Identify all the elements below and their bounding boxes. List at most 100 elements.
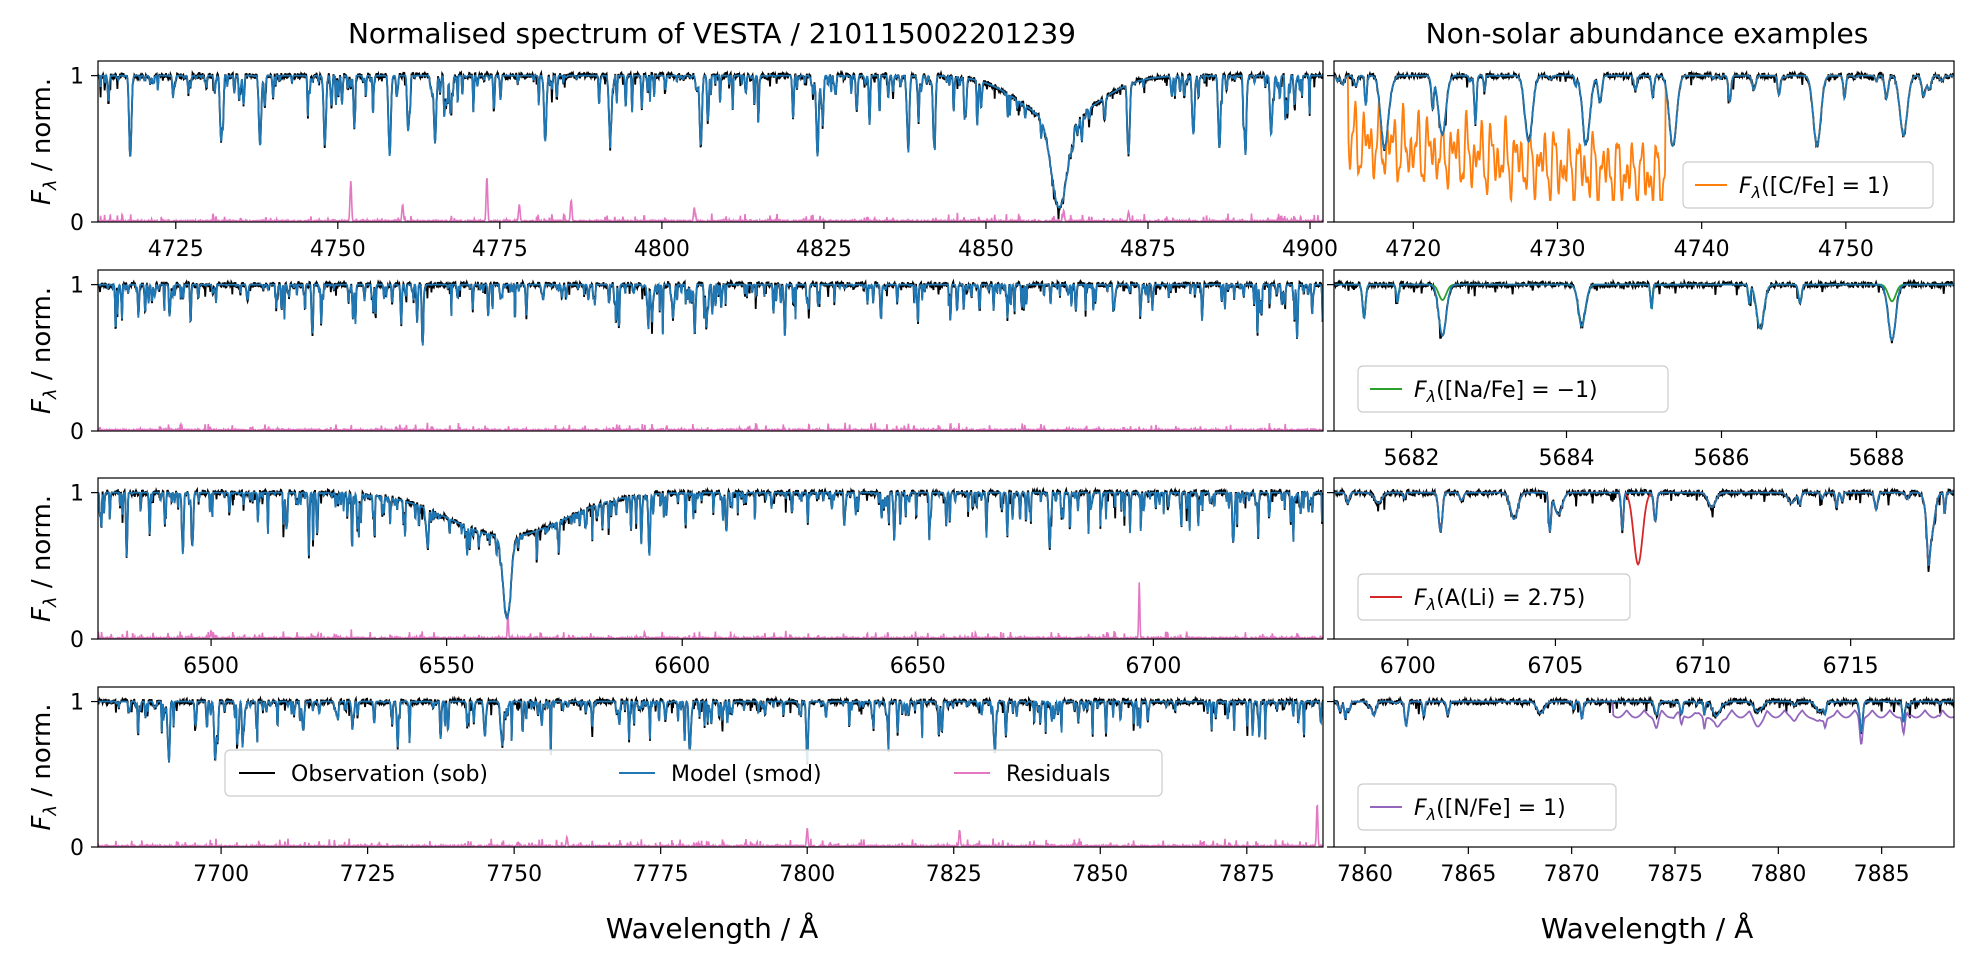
axes-frame — [1333, 60, 1955, 223]
plot-area — [1334, 486, 1954, 572]
x-tick-label: 6700 — [1380, 654, 1436, 679]
residuals-line — [98, 804, 1323, 847]
x-tick-label: 7875 — [1647, 862, 1703, 887]
observation-line — [1334, 69, 1954, 151]
panels: 4725 4750 4775 4800 4825 4850 4875 4900 0 1 Fλ / n… — [27, 60, 1955, 887]
legend-label: Fλ([N/Fe] = 1) — [1414, 796, 1566, 824]
residuals-line — [98, 582, 1323, 639]
model-line — [1334, 700, 1954, 733]
y-tick-label: 1 — [70, 274, 84, 299]
legend-box — [1357, 365, 1669, 413]
y-tick-label: 0 — [70, 836, 84, 861]
x-tick-label: 5682 — [1384, 446, 1440, 471]
x-tick-label: 4740 — [1674, 237, 1730, 262]
legend-label: Fλ([C/Fe] = 1) — [1739, 174, 1890, 202]
x-tick-label: 4775 — [472, 237, 528, 262]
panel-main-2: 5650570057505800585001Fλ / norm. — [27, 269, 1324, 445]
y-tick-label: 1 — [70, 691, 84, 716]
model-line — [98, 281, 1323, 346]
x-tick-label: 4725 — [148, 237, 204, 262]
x-tick-label: 7775 — [633, 862, 689, 887]
legend-box — [1682, 161, 1934, 209]
legend-label: Residuals — [1006, 762, 1110, 787]
legend-box — [224, 749, 1163, 797]
y-axis-label: Fλ / norm. — [27, 287, 61, 414]
x-tick-label: 6550 — [419, 654, 475, 679]
legend-label: Fλ(A(Li) = 2.75) — [1414, 586, 1585, 614]
plot-area — [98, 69, 1323, 222]
x-tick-label: 6600 — [654, 654, 710, 679]
y-tick-label: 0 — [70, 420, 84, 445]
model-line — [1334, 283, 1954, 342]
panel-main-3: 6500 6550 6600 6650 6700 0 1 Fλ / norm. — [27, 477, 1324, 679]
x-tick-label: 7885 — [1854, 862, 1910, 887]
y-axis-label: Fλ / norm. — [27, 495, 61, 622]
sodium-line — [1334, 283, 1954, 330]
x-tick-label: 5688 — [1849, 446, 1905, 471]
nitrogen-line — [1334, 700, 1954, 745]
y-tick-label: 1 — [70, 482, 84, 507]
axes-frame — [97, 269, 1324, 432]
plot-area — [98, 278, 1323, 431]
x-tick-label: 4850 — [958, 237, 1014, 262]
x-tick-label: 7860 — [1337, 862, 1393, 887]
x-tick-label: 5686 — [1694, 446, 1750, 471]
y-tick-label: 0 — [70, 628, 84, 653]
panel-main-1: 4725 4750 4775 4800 4825 4850 4875 4900 0 1 Fλ / n… — [27, 60, 1338, 262]
legend-label: Observation (sob) — [291, 762, 488, 787]
x-tick-label: 4730 — [1529, 237, 1585, 262]
y-axis-label: Fλ / norm. — [27, 78, 61, 205]
x-tick-label: 4825 — [796, 237, 852, 262]
residuals-line — [98, 178, 1323, 222]
model-line — [1334, 74, 1954, 151]
x-tick-label: 5684 — [1539, 446, 1595, 471]
axes-frame — [97, 686, 1324, 848]
legend-carbon: Fλ([C/Fe] = 1) — [1682, 161, 1934, 209]
x-tick-label: 7725 — [340, 862, 396, 887]
x-tick-label: 6700 — [1125, 654, 1181, 679]
panel-side-4: 7860 7865 7870 7875 7880 7885 Fλ([N/Fe] = 1) — [1327, 686, 1955, 887]
plot-area — [98, 486, 1323, 639]
plot-area — [1334, 278, 1954, 344]
axes-frame — [1333, 686, 1955, 848]
x-tick-label: 4900 — [1282, 237, 1338, 262]
panel-side-1: 4720 4730 4740 4750 Fλ([C/Fe] = 1) — [1327, 60, 1955, 262]
x-tick-label: 7800 — [779, 862, 835, 887]
residuals-line — [98, 421, 1323, 431]
title-right: Non-solar abundance examples — [1426, 17, 1869, 50]
plot-area — [1334, 695, 1954, 745]
x-tick-label: 7870 — [1544, 862, 1600, 887]
y-tick-label: 0 — [70, 211, 84, 236]
x-tick-label: 6705 — [1527, 654, 1583, 679]
x-tick-label: 6650 — [890, 654, 946, 679]
legend-box — [1357, 783, 1617, 831]
axes-frame — [1333, 477, 1955, 640]
x-tick-label: 6710 — [1675, 654, 1731, 679]
model-line — [1334, 491, 1954, 567]
x-tick-label: 4750 — [1818, 237, 1874, 262]
x-tick-label: 4750 — [310, 237, 366, 262]
panel-side-3: 6700 6705 6710 6715 Fλ(A(Li) = 2.75) — [1327, 477, 1955, 679]
legend-label: Fλ([Na/Fe] = −1) — [1414, 378, 1598, 406]
model-line — [98, 698, 1323, 763]
legend-lithium: Fλ(A(Li) = 2.75) — [1357, 573, 1631, 621]
x-tick-label: 6715 — [1823, 654, 1879, 679]
axes-frame — [97, 477, 1324, 640]
title-left: Normalised spectrum of VESTA / 210115002… — [348, 17, 1076, 50]
x-tick-label: 7750 — [486, 862, 542, 887]
legend-nitrogen: Fλ([N/Fe] = 1) — [1357, 783, 1617, 831]
x-tick-label: 4720 — [1385, 237, 1441, 262]
y-tick-label: 1 — [70, 65, 84, 90]
panel-side-2: 5682 5684 5686 5688 Fλ([Na/Fe] = −1) — [1327, 269, 1955, 471]
observation-line — [1334, 278, 1954, 344]
x-tick-label: 7825 — [926, 862, 982, 887]
model-line — [98, 489, 1323, 621]
axes-frame — [97, 60, 1324, 223]
x-tick-label: 6500 — [183, 654, 239, 679]
x-tick-label: 7875 — [1219, 862, 1275, 887]
x-axis-label-right: Wavelength / Å — [1541, 911, 1754, 945]
x-tick-label: 4800 — [634, 237, 690, 262]
legend-label: Model (smod) — [671, 762, 822, 787]
plot-area — [1334, 69, 1954, 204]
